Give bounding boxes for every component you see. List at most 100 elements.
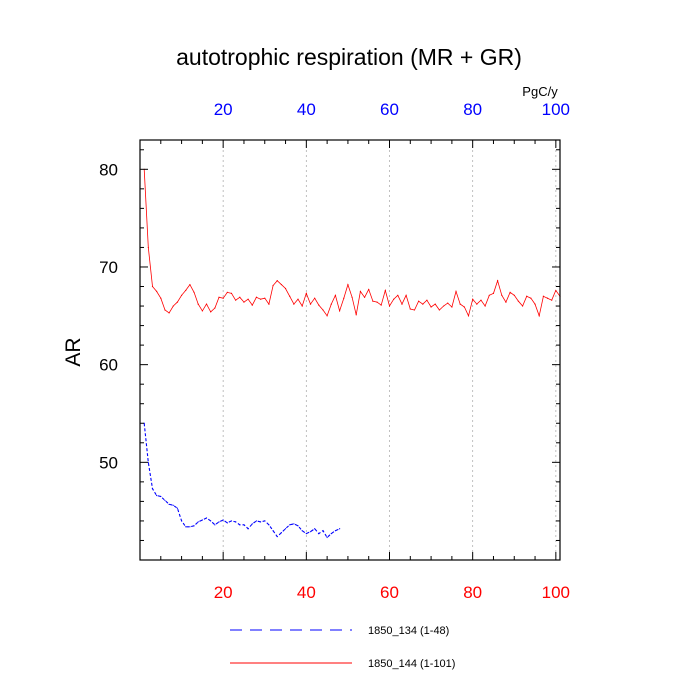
series-1-point-93 (530, 297, 532, 299)
series-1-point-50 (351, 296, 353, 298)
series-1-point-14 (201, 310, 203, 312)
series-1-point-31 (272, 284, 274, 287)
x-bottom-tick-label-4: 100 (542, 583, 570, 602)
series-1-point-94 (534, 303, 536, 305)
series-1-point-88 (509, 291, 511, 293)
series-1-point-41 (314, 297, 316, 299)
series-0-point-30 (268, 524, 270, 526)
series-0-point-28 (259, 521, 262, 523)
series-1-point-12 (193, 291, 195, 293)
series-1-point-98 (551, 299, 553, 301)
series-0-point-10 (185, 526, 187, 528)
series-0-point-23 (239, 524, 241, 526)
series-1-point-97 (546, 297, 549, 299)
x-bottom-tick-label-1: 40 (297, 583, 316, 602)
series-0-point-9 (180, 520, 183, 522)
series-1-point-8 (176, 301, 179, 303)
series-1-point-45 (330, 303, 332, 305)
series-0-point-42 (318, 533, 320, 535)
plot-frame (139, 139, 561, 561)
series-0-point-5 (164, 499, 166, 502)
series-1-point-58 (384, 289, 386, 292)
series-0-point-19 (222, 519, 224, 521)
series-0-point-16 (210, 520, 212, 522)
series-1-point-82 (484, 305, 486, 307)
series-0-point-12 (193, 525, 195, 527)
series-1-point-2 (151, 285, 154, 288)
series-1-point-17 (214, 307, 216, 309)
series-0-point-4 (160, 495, 162, 498)
x-top-tick-label-2: 60 (380, 100, 399, 119)
series-1-point-51 (355, 314, 357, 316)
series-0-point-2 (151, 488, 154, 490)
series-1-point-69 (430, 306, 432, 308)
series-1-point-90 (517, 300, 520, 302)
series-0-point-47 (339, 528, 341, 530)
series-1-point-59 (388, 305, 391, 307)
series-1-point-46 (334, 294, 337, 296)
series-0-point-31 (272, 530, 274, 532)
series-0-point-21 (230, 520, 233, 522)
series-1-point-32 (276, 280, 278, 282)
series-1-point-66 (418, 300, 420, 302)
series-0-point-43 (322, 530, 324, 532)
series-1-point-9 (180, 294, 183, 296)
series-0-point-14 (201, 519, 203, 521)
series-1-point-72 (442, 305, 445, 307)
series-1-point-19 (222, 297, 224, 299)
series-0-point-15 (205, 517, 208, 519)
series-1-point-16 (210, 311, 212, 313)
series-1-point-39 (305, 292, 307, 294)
series-0-point-26 (251, 523, 253, 525)
series-1-point-47 (339, 310, 341, 312)
series-1-point-15 (205, 303, 208, 305)
series-1-point-79 (472, 298, 474, 300)
series-1-point-61 (397, 294, 399, 296)
series-1-point-25 (247, 298, 249, 300)
series-1-point-70 (434, 303, 436, 305)
series-0-point-27 (255, 520, 258, 522)
series-0-point-44 (326, 536, 328, 539)
series-0-point-29 (264, 520, 266, 522)
series-0-point-36 (293, 523, 295, 525)
series-1-point-7 (172, 305, 174, 307)
series-0-point-37 (297, 525, 299, 527)
series-1-point-99 (555, 289, 557, 292)
series-0-point-34 (284, 528, 287, 530)
series-0-point-17 (214, 524, 216, 526)
series-1-point-11 (189, 283, 191, 286)
series-1-point-49 (347, 283, 349, 286)
series-1-point-34 (284, 287, 287, 290)
series-0-point-11 (189, 526, 191, 528)
top-axis-units: PgC/y (522, 84, 558, 99)
series-0-point-46 (334, 530, 337, 532)
series-1-point-86 (501, 294, 503, 296)
legend: 1850_134 (1-48) 1850_144 (1-101) (230, 625, 455, 670)
series-1-point-28 (259, 298, 262, 300)
series-0-point-18 (218, 521, 220, 523)
series-0-point-20 (226, 522, 228, 524)
series-0-point-38 (301, 530, 303, 532)
x-bottom-tick-label-0: 20 (214, 583, 233, 602)
series-1-point-37 (297, 298, 299, 300)
x-top-tick-label-0: 20 (214, 100, 233, 119)
grid-layer (222, 140, 557, 560)
legend-label-0: 1850_134 (1-48) (368, 625, 449, 637)
series-1-point-40 (309, 303, 312, 305)
series-1-point-64 (409, 308, 411, 310)
series-1-point-13 (197, 303, 199, 305)
legend-label-1: 1850_144 (1-101) (368, 658, 455, 670)
series-1-point-24 (243, 301, 245, 303)
series-1-point-89 (513, 294, 515, 296)
series-1-point-73 (447, 302, 449, 304)
series-1-point-18 (218, 296, 220, 298)
series-1-point-84 (492, 292, 495, 294)
series-0-point-45 (330, 533, 332, 535)
series-1-point-77 (463, 306, 465, 308)
series-1-point-5 (164, 309, 166, 311)
series-1-point-96 (542, 295, 544, 297)
series-1-point-27 (255, 296, 258, 298)
series-0-point-24 (243, 524, 245, 526)
